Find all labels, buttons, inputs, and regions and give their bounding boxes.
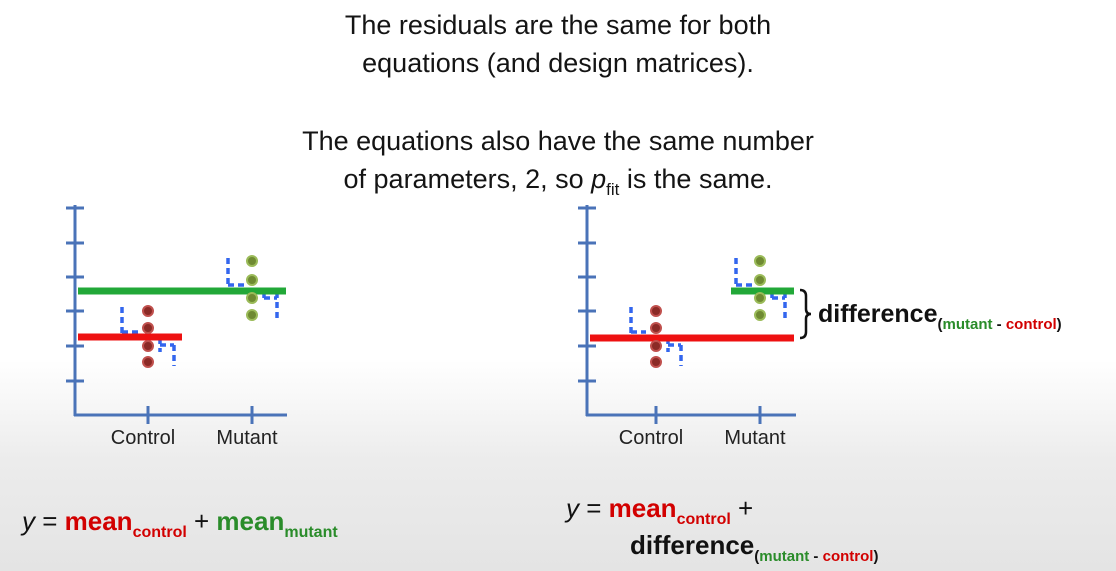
left-xlabel-control: Control: [110, 427, 176, 449]
sub-dash: -: [992, 316, 1006, 333]
left-xlabel-mutant: Mutant: [216, 427, 278, 449]
left-mutant-dots: [246, 255, 258, 321]
eq-mean-mutant: mean: [216, 506, 285, 536]
text-fragment: is the same.: [619, 164, 773, 194]
eq-sub-control: control: [132, 524, 187, 541]
right-mutant-dots: [754, 255, 766, 321]
eq-y: y: [566, 493, 579, 523]
eq-plus: +: [730, 493, 754, 523]
eq-sub-control: control: [676, 511, 731, 528]
difference-subscript: (mutant - control): [937, 316, 1061, 333]
paren-close: ): [873, 548, 879, 565]
equation-right-line1: y = meancontrol +: [566, 493, 754, 528]
difference-word: difference: [818, 300, 938, 328]
right-xlabel-control: Control: [618, 427, 684, 449]
sub-dash: -: [809, 548, 823, 565]
difference-label: difference(mutant - control): [818, 300, 1062, 333]
left-y-ticks: [66, 206, 84, 383]
equation-left: y = meancontrol + meanmutant: [22, 506, 338, 541]
sub-mutant: mutant: [942, 316, 993, 333]
text-line: equations (and design matrices).: [362, 48, 754, 78]
eq-y: y: [22, 506, 35, 536]
p-symbol: p: [591, 164, 607, 194]
text-line: The equations also have the same number: [302, 126, 814, 156]
eq-equals: =: [579, 493, 609, 523]
top-text-2: The equations also have the same number …: [0, 122, 1116, 202]
eq-equals: =: [35, 506, 65, 536]
difference-brace-icon: [799, 288, 812, 340]
p-subscript: fit: [606, 180, 620, 199]
right-control-dots: [650, 305, 662, 368]
eq-plus: +: [186, 506, 217, 536]
left-x-ticks: [146, 406, 254, 424]
eq-mean-control: mean: [608, 493, 677, 523]
sub-control: control: [822, 548, 874, 565]
sub-control: control: [1005, 316, 1057, 333]
top-text-1: The residuals are the same for both equa…: [0, 6, 1116, 82]
equation-right-line2: difference(mutant - control): [630, 530, 878, 565]
left-plot: [66, 205, 287, 424]
right-xlabel-mutant: Mutant: [724, 427, 786, 449]
eq-sub-mutant: mutant: [284, 524, 338, 541]
text-line: The residuals are the same for both: [344, 10, 772, 40]
paren-open: (: [937, 316, 943, 333]
eq-difference: difference: [630, 530, 755, 560]
right-plot: [578, 205, 812, 424]
eq-mean-control: mean: [64, 506, 133, 536]
text-line-2: of parameters, 2, so pfit is the same.: [0, 160, 1116, 202]
left-control-dots: [142, 305, 154, 368]
eq-difference-subscript: (mutant - control): [754, 548, 878, 565]
text-fragment: of parameters, 2, so: [343, 164, 592, 194]
paren-open: (: [754, 548, 760, 565]
paren-close: ): [1056, 316, 1062, 333]
right-x-ticks: [654, 406, 762, 424]
sub-mutant: mutant: [759, 548, 810, 565]
right-y-ticks: [578, 206, 596, 383]
